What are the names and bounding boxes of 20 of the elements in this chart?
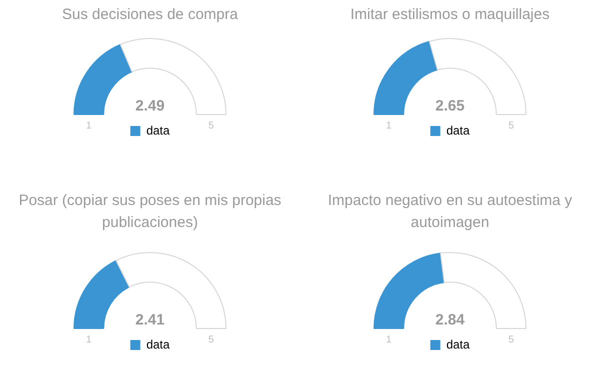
text: 5 bbox=[508, 120, 514, 132]
data-label: 2.84 bbox=[435, 312, 466, 329]
text: 1 bbox=[86, 120, 92, 132]
data-label: 2.41 bbox=[135, 312, 165, 329]
legend-label: data bbox=[446, 123, 470, 138]
legend-label: data bbox=[146, 123, 170, 138]
text: Imitar estilismos o maquillajes bbox=[349, 5, 551, 25]
text: 1 bbox=[386, 334, 392, 346]
data-label: 2.65 bbox=[435, 98, 465, 115]
text: 5 bbox=[208, 120, 214, 132]
text: 5 bbox=[508, 334, 514, 346]
text: 5 bbox=[208, 334, 214, 346]
text: Sus decisiones de compra bbox=[61, 5, 239, 25]
legend-label: data bbox=[446, 337, 470, 352]
text: 1 bbox=[86, 334, 92, 346]
legend-label: data bbox=[146, 337, 170, 352]
data-label: 2.49 bbox=[135, 98, 165, 115]
text: Posar (copiar sus poses en mis propias publicaciones) bbox=[18, 191, 282, 233]
text: 1 bbox=[386, 120, 392, 132]
text: Impacto negativo en su autoestima y autoimagen bbox=[326, 191, 574, 233]
